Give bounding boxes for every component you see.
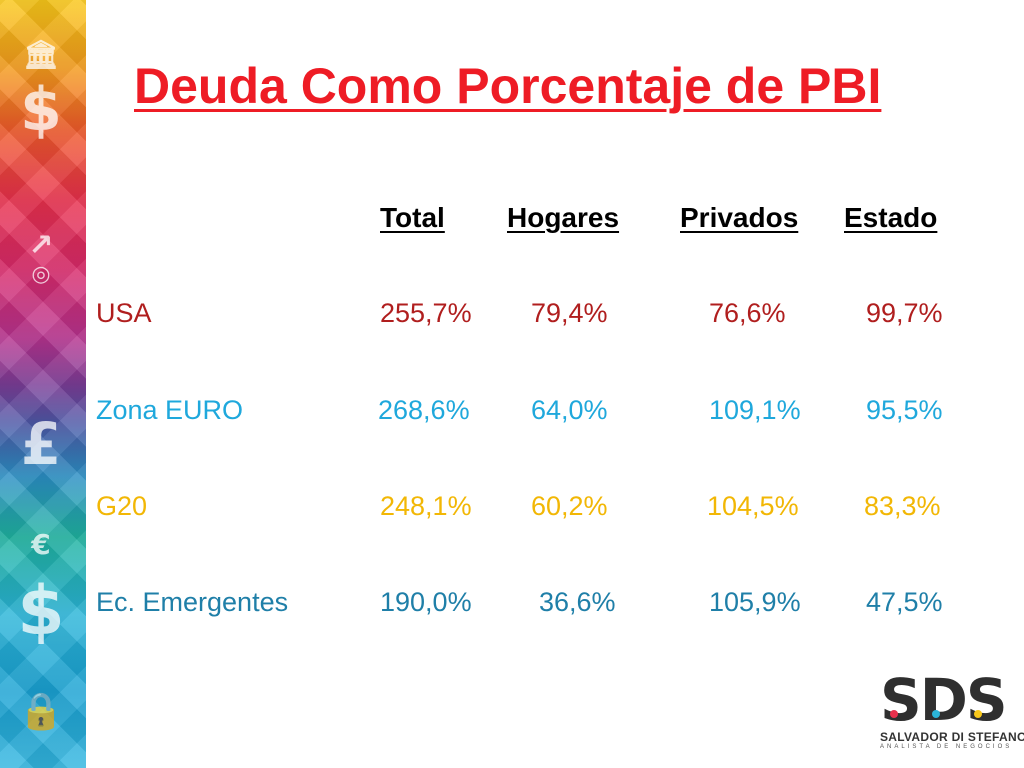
table-row-zona-euro: Zona EURO 268,6% 64,0% 109,1% 95,5%	[0, 395, 1024, 435]
dollar-icon: $	[17, 572, 65, 651]
logo-accent-dot	[974, 710, 982, 718]
euro-icon: €	[31, 528, 51, 561]
cell-estado: 83,3%	[864, 491, 941, 521]
cell-privados: 76,6%	[709, 298, 786, 328]
lock-icon: 🔒	[18, 691, 64, 732]
row-label: USA	[96, 298, 152, 328]
cell-total: 190,0%	[380, 587, 472, 617]
header-hogares: Hogares	[507, 202, 620, 233]
cell-estado: 47,5%	[866, 587, 943, 617]
coins-icon: ◎	[31, 262, 51, 287]
decorative-side-strip: 🏛 $ ↗ ◎ £ € $ 🔒	[0, 0, 86, 768]
logo-mark: SDS	[880, 666, 1008, 734]
cell-estado: 99,7%	[866, 298, 943, 328]
cell-total: 255,7%	[380, 298, 472, 328]
cell-hogares: 79,4%	[531, 298, 608, 328]
row-label: Ec. Emergentes	[96, 587, 289, 617]
logo-accent-dot	[932, 710, 940, 718]
cell-total: 268,6%	[378, 395, 470, 425]
cell-estado: 95,5%	[866, 395, 943, 425]
logo-accent-dot	[890, 710, 898, 718]
table-row-ec-emergentes: Ec. Emergentes 190,0% 36,6% 105,9% 47,5%	[0, 587, 1024, 627]
pound-icon: £	[20, 410, 62, 478]
row-label: Zona EURO	[96, 395, 244, 425]
logo-tagline: ANALISTA DE NEGOCIOS	[880, 744, 1013, 750]
logo-name: SALVADOR DI STEFANO	[880, 730, 1024, 744]
bank-icon: 🏛	[23, 38, 59, 71]
slide-title: Deuda Como Porcentaje de PBI	[134, 58, 882, 114]
cell-privados: 104,5%	[707, 491, 799, 521]
cell-privados: 105,9%	[709, 587, 801, 617]
chart-icon: ↗	[28, 228, 54, 263]
cell-hogares: 60,2%	[531, 491, 608, 521]
table-row-g20: G20 248,1% 60,2% 104,5% 83,3%	[0, 491, 1024, 531]
row-label: G20	[96, 491, 148, 521]
header-total: Total	[380, 202, 445, 233]
sds-logo: SDS SALVADOR DI STEFANO ANALISTA DE NEGO…	[880, 666, 1024, 750]
cell-privados: 109,1%	[709, 395, 801, 425]
dollar-icon: $	[20, 75, 62, 145]
cell-hogares: 64,0%	[531, 395, 608, 425]
header-privados: Privados	[680, 202, 799, 233]
table-row-usa: USA 255,7% 79,4% 76,6% 99,7%	[0, 298, 1024, 338]
cell-total: 248,1%	[380, 491, 472, 521]
header-estado: Estado	[844, 202, 938, 233]
cell-hogares: 36,6%	[539, 587, 616, 617]
